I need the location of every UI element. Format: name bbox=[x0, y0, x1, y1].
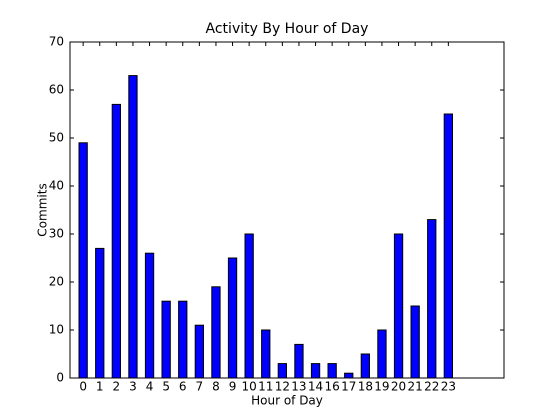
x-tick-label: 5 bbox=[162, 380, 170, 394]
chart-title: Activity By Hour of Day bbox=[206, 21, 369, 37]
x-tick-label: 2 bbox=[113, 380, 121, 394]
x-tick-label: 21 bbox=[408, 380, 423, 394]
y-tick-label: 30 bbox=[49, 227, 64, 241]
y-tick-label: 10 bbox=[49, 323, 64, 337]
x-tick-label: 22 bbox=[424, 380, 439, 394]
x-tick-label: 14 bbox=[308, 380, 323, 394]
bar bbox=[377, 329, 387, 379]
x-tick-label: 18 bbox=[358, 380, 373, 394]
x-tick-label: 9 bbox=[229, 380, 237, 394]
x-tick-label: 13 bbox=[291, 380, 306, 394]
bar bbox=[443, 113, 454, 379]
x-tick-label: 17 bbox=[341, 380, 356, 394]
x-tick-label: 16 bbox=[325, 380, 340, 394]
bar bbox=[95, 247, 105, 379]
bar bbox=[194, 324, 204, 379]
bar bbox=[178, 300, 188, 379]
x-tick-label: 0 bbox=[79, 380, 87, 394]
bar bbox=[327, 363, 337, 379]
bar bbox=[144, 252, 155, 379]
x-tick-label: 12 bbox=[275, 380, 290, 394]
x-tick-label: 7 bbox=[196, 380, 204, 394]
x-tick-label: 10 bbox=[242, 380, 257, 394]
y-tick-label: 60 bbox=[49, 83, 64, 97]
y-axis-label: Commits bbox=[36, 183, 50, 236]
y-tick-label: 0 bbox=[56, 371, 64, 385]
bar bbox=[427, 219, 437, 379]
bar bbox=[227, 257, 238, 379]
bar bbox=[78, 142, 88, 379]
bar bbox=[211, 286, 221, 379]
x-tick-label: 4 bbox=[146, 380, 154, 394]
bar bbox=[310, 363, 321, 379]
y-tick-label: 70 bbox=[49, 35, 64, 49]
bar bbox=[244, 233, 254, 379]
bar bbox=[111, 103, 121, 379]
x-tick-label: 6 bbox=[179, 380, 187, 394]
x-tick-label: 20 bbox=[391, 380, 406, 394]
bar bbox=[344, 372, 354, 379]
x-tick-label: 11 bbox=[258, 380, 273, 394]
x-tick-label: 3 bbox=[129, 380, 137, 394]
x-tick-label: 23 bbox=[441, 380, 456, 394]
bar bbox=[393, 233, 404, 379]
x-tick-label: 19 bbox=[374, 380, 389, 394]
bar bbox=[261, 329, 271, 379]
x-tick-label: 1 bbox=[96, 380, 104, 394]
bar bbox=[277, 363, 288, 379]
bar bbox=[294, 343, 304, 379]
x-tick-label: 8 bbox=[212, 380, 220, 394]
bar bbox=[410, 305, 420, 379]
plot-frame bbox=[69, 41, 505, 379]
bar bbox=[128, 75, 138, 379]
y-tick-label: 20 bbox=[49, 275, 64, 289]
bar bbox=[360, 353, 371, 379]
y-tick-label: 40 bbox=[49, 179, 64, 193]
y-tick-label: 50 bbox=[49, 131, 64, 145]
x-axis-label: Hour of Day bbox=[251, 394, 323, 408]
bar bbox=[161, 300, 171, 379]
